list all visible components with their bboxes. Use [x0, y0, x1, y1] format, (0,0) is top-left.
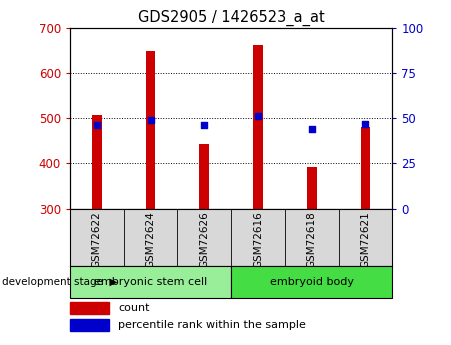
- Bar: [199, 144, 209, 209]
- Bar: [92, 115, 101, 209]
- Text: embryonic stem cell: embryonic stem cell: [94, 277, 207, 287]
- Bar: [70, 302, 109, 314]
- Point: [93, 122, 101, 128]
- Bar: [70, 319, 109, 331]
- Bar: [146, 51, 155, 209]
- Point: [147, 117, 154, 123]
- Point: [362, 121, 369, 126]
- Point: [201, 122, 208, 128]
- Bar: [307, 167, 317, 209]
- Title: GDS2905 / 1426523_a_at: GDS2905 / 1426523_a_at: [138, 10, 325, 26]
- Bar: [253, 45, 263, 209]
- Text: GSM72621: GSM72621: [360, 211, 371, 268]
- Text: GSM72626: GSM72626: [199, 211, 209, 268]
- Text: development stage  ▶: development stage ▶: [2, 277, 118, 287]
- Text: GSM72624: GSM72624: [146, 211, 156, 268]
- FancyBboxPatch shape: [231, 266, 392, 298]
- FancyBboxPatch shape: [70, 266, 231, 298]
- Text: GSM72618: GSM72618: [307, 211, 317, 268]
- Text: GSM72622: GSM72622: [92, 211, 102, 268]
- Text: GSM72616: GSM72616: [253, 211, 263, 268]
- Text: embryoid body: embryoid body: [270, 277, 354, 287]
- Text: percentile rank within the sample: percentile rank within the sample: [118, 321, 306, 330]
- Text: count: count: [118, 303, 150, 313]
- Point: [254, 114, 262, 119]
- Point: [308, 126, 315, 132]
- Bar: [361, 127, 370, 209]
